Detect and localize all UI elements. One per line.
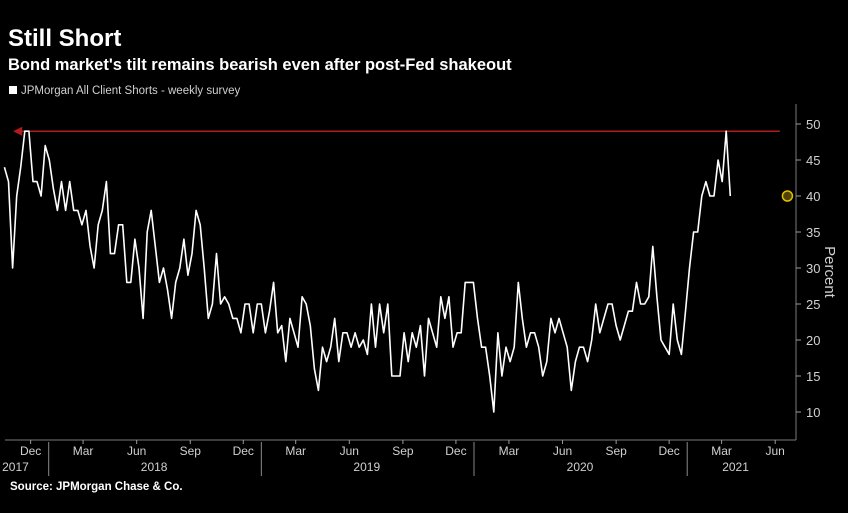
x-tick-label: Mar bbox=[499, 444, 520, 458]
x-tick-label: Mar bbox=[73, 444, 94, 458]
year-labels: 2017 2018 2019 2020 2021 bbox=[2, 442, 749, 476]
latest-value-marker bbox=[781, 190, 794, 202]
x-tick-label: Jun bbox=[553, 444, 572, 458]
x-tick-label: Jun bbox=[127, 444, 146, 458]
y-tick-label: 50 bbox=[806, 117, 820, 132]
year-label: 2018 bbox=[141, 460, 168, 474]
x-tick-label: Sep bbox=[605, 444, 627, 458]
x-tick-label: Mar bbox=[711, 444, 732, 458]
y-tick-label: 35 bbox=[806, 225, 820, 240]
x-tick-label: Dec bbox=[20, 444, 41, 458]
x-tick-label: Dec bbox=[445, 444, 466, 458]
y-tick-label: 25 bbox=[806, 297, 820, 312]
x-tick-label: Jun bbox=[766, 444, 785, 458]
year-label: 2017 bbox=[2, 460, 29, 474]
year-label: 2019 bbox=[353, 460, 380, 474]
year-label: 2021 bbox=[722, 460, 749, 474]
x-tick-label: Sep bbox=[180, 444, 202, 458]
y-tick-label: 40 bbox=[806, 189, 820, 204]
series-line-all-client-shorts bbox=[3, 130, 732, 413]
x-ticks: Dec Mar Jun Sep Dec Mar Jun Sep Dec Mar Jun Sep Dec M… bbox=[20, 440, 785, 458]
x-tick-label: Dec bbox=[658, 444, 679, 458]
y-ticks: 10 15 20 25 30 35 40 45 50 bbox=[796, 117, 820, 420]
legend-swatch bbox=[9, 86, 17, 94]
y-tick-label: 45 bbox=[806, 153, 820, 168]
reference-arrowhead bbox=[13, 126, 23, 136]
year-label: 2020 bbox=[567, 460, 594, 474]
legend-label: JPMorgan All Client Shorts - weekly surv… bbox=[21, 85, 240, 97]
x-tick-label: Mar bbox=[285, 444, 306, 458]
chart-subtitle: Bond market's tilt remains bearish even … bbox=[8, 56, 512, 74]
y-tick-label: 15 bbox=[806, 369, 820, 384]
reference-line-group bbox=[13, 126, 780, 136]
y-tick-label: 20 bbox=[806, 333, 820, 348]
y-tick-label: 30 bbox=[806, 261, 820, 276]
source-note: Source: JPMorgan Chase & Co. bbox=[10, 481, 183, 493]
x-tick-label: Dec bbox=[233, 444, 254, 458]
y-tick-label: 10 bbox=[806, 405, 820, 420]
chart-title: Still Short bbox=[8, 25, 121, 52]
x-tick-label: Jun bbox=[340, 444, 359, 458]
x-tick-label: Sep bbox=[392, 444, 414, 458]
y-axis-label: Percent bbox=[821, 246, 838, 299]
